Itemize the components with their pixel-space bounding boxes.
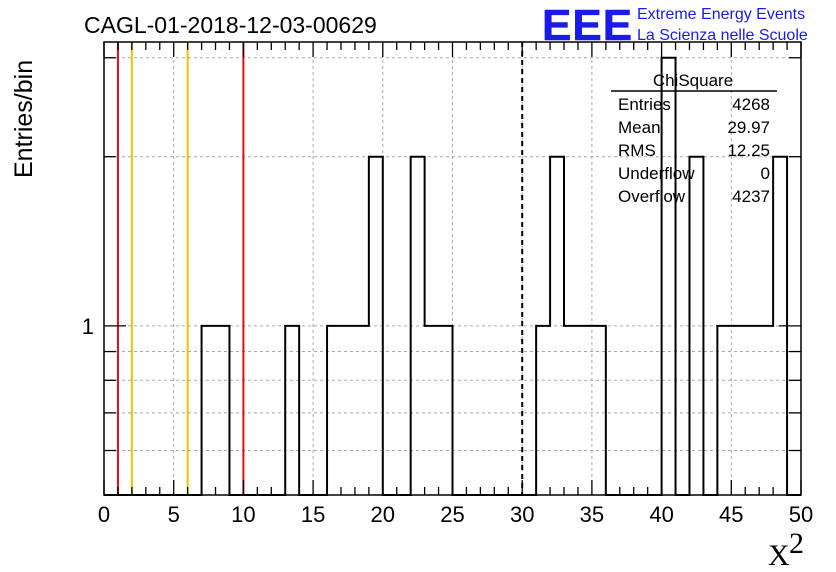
x-tick-label: 15 <box>301 502 325 527</box>
x-axis-label-superscript: 2 <box>789 527 804 560</box>
histogram-bin <box>689 157 703 495</box>
x-axis-label: X 2 <box>768 527 804 572</box>
eee-logo: EEE Extreme Energy Events La Scienza nel… <box>542 1 808 51</box>
x-tick-label: 50 <box>789 502 813 527</box>
logo-line-2: La Scienza nelle Scuole <box>637 27 808 44</box>
stats-label: Overflow <box>618 187 686 206</box>
stats-label: RMS <box>618 141 656 160</box>
stats-value: 29.97 <box>727 118 770 137</box>
stats-box: ChiSquare Entries 4268 Mean 29.97 RMS 12.25 Un… <box>611 71 777 206</box>
x-axis-label-base: X <box>768 539 790 572</box>
chart-title: CAGL-01-2018-12-03-00629 <box>84 12 377 38</box>
stats-title: ChiSquare <box>653 71 733 90</box>
stats-value: 4268 <box>732 95 770 114</box>
x-tick-label: 30 <box>510 502 534 527</box>
histogram-bin <box>662 58 676 495</box>
logo-line-1: Extreme Energy Events <box>637 6 805 23</box>
x-tick-label: 0 <box>98 502 110 527</box>
stats-value: 0 <box>761 164 770 183</box>
axis-ticks: 0 5 10 15 20 25 30 35 40 45 50 1 <box>82 42 813 527</box>
x-tick-label: 45 <box>719 502 743 527</box>
plot-frame <box>103 41 802 496</box>
histogram-bin <box>216 326 230 495</box>
x-tick-label: 40 <box>649 502 673 527</box>
x-tick-label: 5 <box>168 502 180 527</box>
y-axis-label: Entries/bin <box>10 60 38 178</box>
reference-lines <box>116 42 524 495</box>
histogram-bins <box>202 58 787 495</box>
y-tick-label: 1 <box>82 314 94 339</box>
stats-value: 4237 <box>732 187 770 206</box>
x-tick-label: 20 <box>371 502 395 527</box>
stats-value: 12.25 <box>727 141 770 160</box>
stats-label: Underflow <box>618 164 695 183</box>
x-tick-label: 25 <box>440 502 464 527</box>
histogram-outline <box>104 56 801 496</box>
histogram-bin <box>731 326 745 495</box>
stats-label: Entries <box>618 95 671 114</box>
stats-label: Mean <box>618 118 661 137</box>
x-tick-label: 35 <box>580 502 604 527</box>
x-tick-label: 10 <box>231 502 255 527</box>
